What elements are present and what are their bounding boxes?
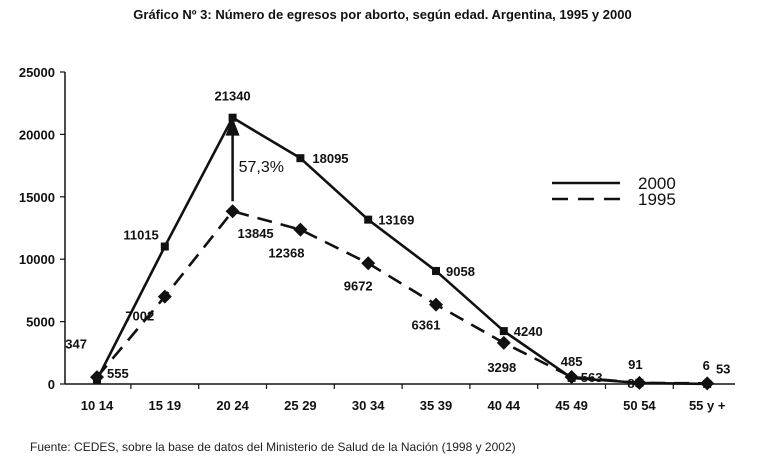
series-2000-line — [95, 116, 708, 386]
y-tick-label: 10000 — [19, 252, 55, 267]
series-1995-point — [632, 375, 647, 390]
x-tick-label: 40 44 — [488, 398, 521, 413]
data-label-1995: 12368 — [268, 246, 304, 261]
series-1995-point — [157, 289, 172, 304]
data-label-1995: 563 — [581, 370, 603, 385]
data-label-2000: 21340 — [215, 89, 251, 104]
data-label-2000: 347 — [65, 337, 87, 352]
y-tick-label: 0 — [48, 377, 55, 392]
x-tick-label: 50 54 — [623, 398, 656, 413]
data-label-1995: 6361 — [412, 318, 441, 333]
data-label-1995: 9672 — [344, 278, 373, 293]
data-label-1995: 7002 — [125, 309, 154, 324]
source-note: Fuente: CEDES, sobre la base de datos de… — [30, 440, 516, 454]
data-label-2000: 6 — [703, 358, 710, 373]
series-1995-point — [564, 369, 579, 384]
series-1995-point — [293, 222, 308, 237]
x-tick-label: 45 49 — [555, 398, 588, 413]
data-label-2000: 11015 — [123, 228, 158, 243]
y-tick-label: 15000 — [19, 190, 55, 205]
series-1995-point — [429, 297, 443, 312]
series-2000-point — [160, 242, 169, 251]
series-1995-point — [496, 335, 511, 350]
y-tick-label: 20000 — [19, 127, 55, 142]
increase-arrow-head — [225, 117, 240, 136]
data-label-1995: 3298 — [487, 360, 516, 375]
series-1995-point — [700, 376, 715, 391]
series-1995-line — [96, 209, 708, 385]
increase-annotation: 57,3% — [239, 159, 284, 176]
series-2000-point — [364, 215, 373, 224]
series-1995-point — [90, 370, 104, 385]
x-tick-label: 20 24 — [216, 398, 249, 413]
x-tick-label: 35 39 — [420, 398, 453, 413]
series-1995-point — [361, 256, 376, 271]
data-label-1995: 86 — [627, 376, 641, 391]
chart-title: Gráfico Nº 3: Número de egresos por abor… — [133, 7, 632, 22]
x-tick-label: 10 14 — [81, 398, 114, 413]
x-tick-label: 55 y + — [689, 398, 726, 413]
data-label-1995: 555 — [107, 366, 129, 381]
data-label-2000: 4240 — [514, 324, 543, 339]
data-label-1995: 13845 — [238, 226, 274, 241]
series-2000-point — [499, 327, 508, 336]
data-label-2000: 485 — [561, 354, 583, 369]
series-2000-point — [432, 266, 440, 275]
x-tick-label: 30 34 — [352, 398, 385, 413]
data-label-2000: 13169 — [378, 213, 414, 228]
data-label-2000: 91 — [628, 357, 642, 372]
data-label-2000: 9058 — [446, 264, 475, 279]
legend-label-2000: 2000 — [638, 174, 676, 193]
data-label-2000: 18095 — [312, 151, 348, 166]
series-1995-point — [225, 204, 240, 219]
series-2000-point — [296, 154, 305, 163]
y-tick-label: 5000 — [26, 315, 55, 330]
y-tick-label: 25000 — [19, 65, 55, 80]
legend-label-1995: 1995 — [638, 190, 676, 209]
x-tick-label: 15 19 — [149, 398, 182, 413]
line-chart: 0 5000 10000 15000 20000 25000 10 14 15 19 20 24… — [19, 65, 735, 413]
data-label-1995: 53 — [716, 361, 730, 376]
x-tick-label: 25 29 — [284, 398, 317, 413]
